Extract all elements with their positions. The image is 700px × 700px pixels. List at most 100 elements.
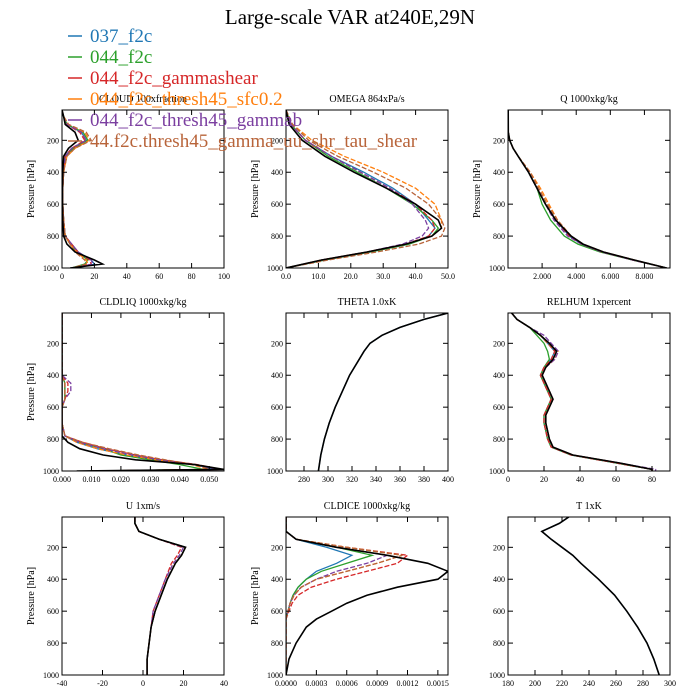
panel-4-ylabel: Pressure [hPa]	[26, 363, 37, 421]
panel-4-frame	[61, 312, 225, 472]
panel-4-ytick-label-5: 1000	[43, 467, 59, 476]
panel-1-ytick-label-1: 200	[47, 136, 59, 145]
panel-3-xtick-label-3: 6.000	[601, 272, 619, 281]
panel-6-ytick-label-5: 1000	[489, 467, 505, 476]
panel-7-ytick-label-2: 400	[47, 575, 59, 584]
panel-2-xtick-label-2: 10.0	[311, 272, 325, 281]
panel-3-series-line-5	[508, 110, 667, 268]
panel-7-ylabel: Pressure [hPa]	[26, 567, 37, 625]
panel-2-ytick-label-5: 1000	[267, 264, 283, 273]
panel-3-series-line-3	[508, 110, 667, 268]
panel-4-ytick-label-4: 800	[47, 435, 59, 444]
panel-3-series-line-1	[508, 110, 667, 268]
panel-8-xtick-label-6: 0.0015	[427, 679, 449, 688]
panel-4-series-line-7	[62, 313, 224, 471]
panel-6-ytick-label-2: 400	[493, 371, 505, 380]
panel-9-xtick-label-5: 260	[610, 679, 622, 688]
panel-9-frame	[507, 516, 671, 676]
panel-3-xtick-label-4: 8.000	[635, 272, 653, 281]
panel-5-xtick-label-6: 380	[418, 475, 430, 484]
panel-7-frame	[61, 516, 225, 676]
panel-3-xtick-label-2: 4.000	[567, 272, 585, 281]
panel-5-series-line-1	[317, 313, 448, 471]
panel-1-ylabel: Pressure [hPa]	[26, 160, 37, 218]
panel-2-title: OMEGA 864xPa/s	[329, 94, 404, 105]
panel-9-xtick-label-3: 220	[556, 679, 568, 688]
panel-8-frame	[285, 516, 449, 676]
panel-5-ytick-label-4: 800	[271, 435, 283, 444]
legend-entry-3: 044_f2c_gammashear	[90, 68, 258, 89]
panel-2-xtick-label-3: 20.0	[344, 272, 358, 281]
panel-6-series-line-1	[511, 313, 653, 471]
legend-entry-5: 044_f2c_thresh45_gammab	[90, 110, 302, 131]
panel-5-xtick-label-7: 400	[442, 475, 454, 484]
panel-9-title: T 1xK	[576, 501, 602, 512]
panel-5-xtick-label-5: 360	[394, 475, 406, 484]
legend: 037_f2c044_f2c044_f2c_gammashear044_f2c_…	[68, 26, 418, 152]
panel-3-ytick-label-5: 1000	[489, 264, 505, 273]
panel-7-xtick-label-5: 40	[220, 679, 228, 688]
panel-3-frame	[507, 109, 671, 269]
panel-4-xtick-label-2: 0.010	[82, 475, 100, 484]
panel-5-ytick-label-1: 200	[271, 339, 283, 348]
panel-6-ytick-label-4: 800	[493, 435, 505, 444]
panel-4-series-line-6	[62, 313, 210, 471]
panel-8-xtick-label-2: 0.0003	[305, 679, 327, 688]
panel-7-xtick-label-1: -40	[57, 679, 68, 688]
panel-5-xtick-label-4: 340	[370, 475, 382, 484]
panel-2-xtick-label-6: 50.0	[441, 272, 455, 281]
panel-7-ytick-label-1: 200	[47, 543, 59, 552]
panel-1-ytick-label-4: 800	[47, 232, 59, 241]
panel-7-xtick-label-2: -20	[97, 679, 108, 688]
panel-6-series-line-3	[511, 313, 653, 471]
panel-2-ytick-label-4: 800	[271, 232, 283, 241]
panel-5-frame	[285, 312, 449, 472]
panel-2-xtick-label-4: 30.0	[376, 272, 390, 281]
panel-4-series-line-3	[62, 313, 222, 471]
panel-2-series-line-4	[286, 110, 443, 268]
panel-8-ytick-label-4: 800	[271, 639, 283, 648]
panel-4-title: CLDLIQ 1000xkg/kg	[100, 297, 187, 308]
panel-5-ytick-label-2: 400	[271, 371, 283, 380]
panel-4-xtick-label-4: 0.030	[141, 475, 159, 484]
legend-entry-6: 44.f2c.thresh45_gamma_uu_shr_tau_shear	[90, 131, 418, 152]
panel-4-series-line-2	[62, 313, 204, 471]
panel-5-ytick-label-3: 600	[271, 403, 283, 412]
panel-5-xtick-label-1: 280	[298, 475, 310, 484]
panel-8-ytick-label-2: 400	[271, 575, 283, 584]
panel-3-xtick-label-1: 2.000	[533, 272, 551, 281]
panel-2: OMEGA 864xPa/s Pressure [hPa] 200 400 600 800…	[250, 94, 455, 281]
panel-6-series-line-5	[511, 313, 657, 471]
panel-7-series-line-7	[134, 517, 187, 675]
panel-5-xtick-label-2: 300	[322, 475, 334, 484]
panel-3-title: Q 1000xkg/kg	[560, 94, 618, 105]
panel-2-series-line-7	[286, 110, 443, 268]
panel-8-ylabel: Pressure [hPa]	[250, 567, 261, 625]
panel-4-ytick-label-1: 200	[47, 339, 59, 348]
panel-6-xtick-label-1: 0	[506, 475, 510, 484]
panel-9-ytick-label-1: 200	[493, 543, 505, 552]
panel-6-xtick-label-3: 40	[576, 475, 584, 484]
panel-3: Q 1000xkg/kg Pressure [hPa] 200 400 600 800 10…	[472, 94, 671, 281]
panel-7-ytick-label-5: 1000	[43, 671, 59, 680]
legend-entry-4: 044_f2c_thresh45_sfc0.2	[90, 89, 283, 110]
panel-2-series-line-6	[286, 110, 446, 268]
panel-6-series-line-7	[510, 313, 653, 471]
panel-1-ytick-label-3: 600	[47, 200, 59, 209]
panel-6-series-line-4	[511, 313, 653, 471]
panel-8-ytick-label-3: 600	[271, 607, 283, 616]
panel-2-ytick-label-3: 600	[271, 200, 283, 209]
panel-4-xtick-label-3: 0.020	[112, 475, 130, 484]
panel-8-series-line-7	[286, 517, 448, 675]
panel-6-series-line-6	[511, 313, 653, 471]
panel-4-series-line-1	[62, 313, 216, 471]
panel-4-xtick-label-1: 0.000	[53, 475, 71, 484]
panel-5-ytick-label-5: 1000	[267, 467, 283, 476]
panel-8-series-line-1	[286, 517, 354, 675]
panel-8-xtick-label-5: 0.0012	[397, 679, 419, 688]
panel-1-ytick-label-5: 1000	[43, 264, 59, 273]
